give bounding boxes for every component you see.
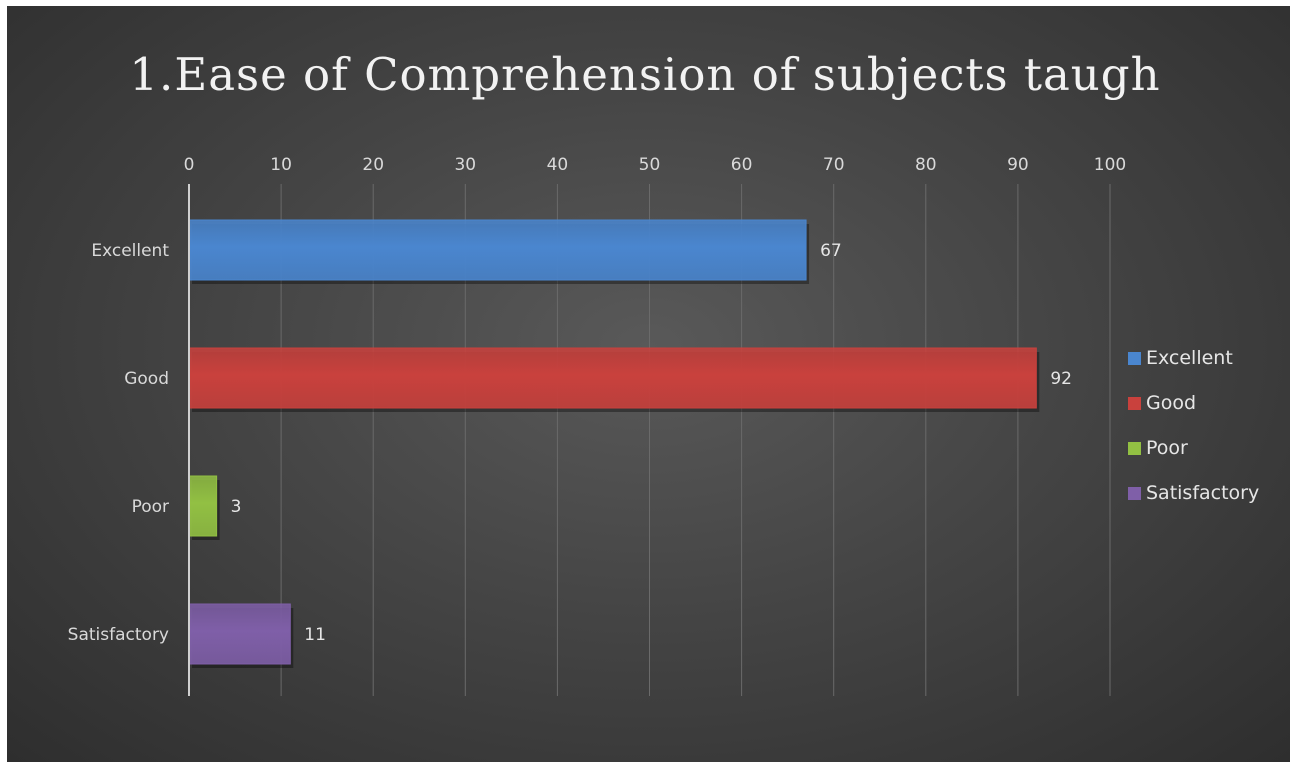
data-label-good: 92 xyxy=(1050,369,1072,389)
legend-label-excellent: Excellent xyxy=(1146,347,1233,369)
x-tick-label: 30 xyxy=(454,155,476,175)
x-tick-label: 40 xyxy=(547,155,569,175)
category-label-good: Good xyxy=(124,369,169,389)
x-axis-ticks: 0 10 20 30 40 50 60 70 80 90 100 xyxy=(184,155,1127,175)
legend-swatch-good xyxy=(1128,397,1141,410)
data-label-excellent: 67 xyxy=(820,241,842,261)
legend-label-satisfactory: Satisfactory xyxy=(1146,482,1259,504)
x-tick-label: 90 xyxy=(1007,155,1029,175)
bar-good xyxy=(188,347,1037,409)
legend-label-poor: Poor xyxy=(1146,437,1188,459)
x-tick-label: 80 xyxy=(915,155,937,175)
x-tick-label: 10 xyxy=(270,155,292,175)
x-tick-label: 20 xyxy=(362,155,384,175)
bar-poor xyxy=(188,475,218,537)
data-labels: 67 92 3 11 xyxy=(231,241,1072,645)
y-axis-categories: Excellent Good Poor Satisfactory xyxy=(68,241,170,645)
x-tick-label: 70 xyxy=(823,155,845,175)
bars xyxy=(188,219,1040,668)
bar-excellent xyxy=(188,219,807,281)
legend-swatch-excellent xyxy=(1128,352,1141,365)
x-tick-label: 0 xyxy=(184,155,195,175)
chart-title: 1.Ease of Comprehension of subjects taug… xyxy=(129,48,1160,101)
x-tick-label: 100 xyxy=(1094,155,1126,175)
legend-swatch-satisfactory xyxy=(1128,487,1141,500)
x-tick-label: 50 xyxy=(639,155,661,175)
chart-area: 1.Ease of Comprehension of subjects taug… xyxy=(7,6,1290,762)
bar-satisfactory xyxy=(188,603,291,665)
data-label-satisfactory: 11 xyxy=(304,625,326,645)
category-label-poor: Poor xyxy=(132,497,169,517)
legend-swatch-poor xyxy=(1128,442,1141,455)
category-label-satisfactory: Satisfactory xyxy=(68,625,169,645)
bar-chart: 1.Ease of Comprehension of subjects taug… xyxy=(68,48,1259,696)
legend-label-good: Good xyxy=(1146,392,1196,414)
category-label-excellent: Excellent xyxy=(91,241,169,261)
data-label-poor: 3 xyxy=(231,497,242,517)
legend: Excellent Good Poor Satisfactory xyxy=(1128,347,1259,504)
x-tick-label: 60 xyxy=(731,155,753,175)
